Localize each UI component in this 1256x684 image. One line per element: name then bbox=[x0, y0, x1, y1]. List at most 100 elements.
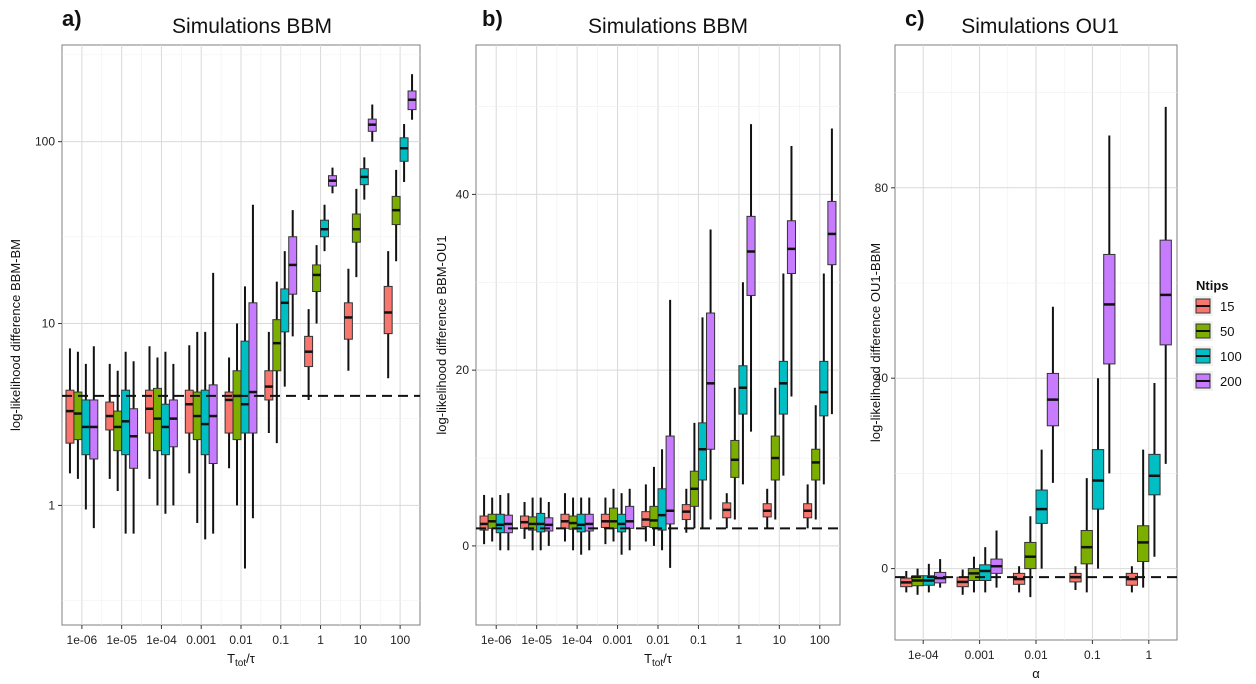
y-axis-label: log-likelihood difference BBM-OU1 bbox=[434, 235, 449, 434]
box-iqr bbox=[232, 370, 242, 441]
box-iqr bbox=[1103, 253, 1116, 365]
box-iqr bbox=[819, 360, 829, 417]
box-iqr bbox=[1159, 239, 1172, 346]
legend-label: 15 bbox=[1220, 299, 1234, 314]
x-tick-label: 10 bbox=[773, 633, 787, 647]
box-a-1-100 bbox=[320, 204, 330, 252]
x-tick-label: 1e-05 bbox=[521, 633, 552, 647]
y-tick-label: 0 bbox=[881, 562, 888, 576]
box-b-100-50 bbox=[811, 405, 821, 520]
y-tick-label: 40 bbox=[875, 371, 889, 385]
box-b-0.01-200 bbox=[665, 299, 675, 568]
box-c-0.01-50 bbox=[1024, 516, 1037, 598]
y-axis-label: log-likelihood difference BBM-BM bbox=[8, 239, 23, 431]
box-iqr bbox=[383, 285, 393, 335]
x-tick-label: 10 bbox=[354, 633, 368, 647]
box-a-1e-06-200 bbox=[89, 346, 99, 529]
x-axis-label: Ttot/τ bbox=[644, 651, 673, 669]
box-iqr bbox=[200, 389, 210, 456]
x-tick-label: 1e-05 bbox=[106, 633, 137, 647]
box-iqr bbox=[584, 513, 594, 532]
y-tick-label: 10 bbox=[42, 317, 56, 331]
box-iqr bbox=[160, 403, 170, 456]
box-a-100-200 bbox=[407, 74, 417, 120]
legend-item-15: 15 bbox=[1193, 296, 1234, 316]
x-tick-label: 1 bbox=[1145, 648, 1152, 662]
box-b-0.001-200 bbox=[625, 488, 635, 551]
box-b-1-50 bbox=[730, 387, 740, 520]
box-b-1e-04-200 bbox=[584, 497, 594, 551]
x-tick-label: 100 bbox=[810, 633, 830, 647]
box-iqr bbox=[73, 391, 83, 441]
box-b-0.1-50 bbox=[689, 422, 699, 529]
box-c-0.01-200 bbox=[1046, 306, 1060, 483]
box-a-100-50 bbox=[391, 169, 401, 262]
box-iqr bbox=[343, 302, 353, 340]
x-tick-label: 0.01 bbox=[646, 633, 670, 647]
box-b-1e-05-50 bbox=[528, 497, 538, 551]
legend-title: Ntips bbox=[1196, 278, 1229, 293]
box-b-1-15 bbox=[722, 493, 732, 529]
x-axis-label: Ttot/τ bbox=[227, 651, 256, 669]
legend: Ntips 15 50 100 200 bbox=[1193, 278, 1242, 391]
box-c-0.1-200 bbox=[1103, 135, 1116, 474]
box-a-0.001-200 bbox=[208, 272, 218, 534]
box-a-10-15 bbox=[343, 268, 353, 371]
box-iqr bbox=[625, 505, 635, 529]
legend-label: 50 bbox=[1220, 324, 1234, 339]
box-iqr bbox=[746, 215, 756, 296]
box-b-1e-04-15 bbox=[560, 493, 570, 542]
legend-item-100: 100 bbox=[1193, 346, 1242, 366]
x-tick-label: 0.001 bbox=[603, 633, 633, 647]
box-iqr bbox=[1035, 489, 1048, 524]
y-tick-label: 1 bbox=[48, 498, 55, 512]
box-iqr bbox=[657, 488, 667, 531]
panel-c: 0 40 80 1e-04 0.001 0.01 0.1 1 c) Simulations OU1… bbox=[868, 6, 1178, 681]
box-a-100-100 bbox=[399, 124, 409, 183]
box-c-1-50 bbox=[1137, 449, 1150, 588]
x-axis-label: α bbox=[1032, 666, 1040, 681]
legend-label: 200 bbox=[1220, 374, 1242, 389]
legend-item-200: 200 bbox=[1193, 371, 1242, 391]
box-b-100-100 bbox=[819, 273, 829, 485]
box-a-0.1-50 bbox=[272, 281, 282, 444]
box-a-0.001-15 bbox=[184, 345, 194, 474]
box-iqr bbox=[248, 302, 258, 434]
box-iqr bbox=[272, 319, 282, 372]
box-iqr bbox=[168, 399, 178, 448]
box-b-0.1-200 bbox=[706, 229, 716, 520]
box-a-0.01-200 bbox=[248, 204, 258, 519]
box-iqr bbox=[280, 288, 290, 333]
box-iqr bbox=[665, 435, 675, 525]
box-b-0.1-100 bbox=[697, 317, 708, 529]
x-tick-label: 1e-04 bbox=[146, 633, 177, 647]
box-c-1-100 bbox=[1148, 382, 1161, 557]
box-b-1-100 bbox=[738, 282, 748, 485]
panel-title: Simulations OU1 bbox=[961, 15, 1119, 38]
box-a-1e-05-15 bbox=[105, 363, 115, 479]
panel-letter: b) bbox=[482, 6, 503, 31]
box-c-1-200 bbox=[1159, 106, 1172, 464]
box-c-0.1-50 bbox=[1080, 478, 1093, 593]
box-iqr bbox=[811, 448, 821, 481]
box-iqr bbox=[129, 408, 139, 469]
panel-letter: c) bbox=[905, 6, 925, 31]
y-tick-label: 0 bbox=[462, 539, 469, 553]
panel-b: 0 20 40 1e-06 1e-05 1e-04 0.001 0.01 0.1 1 10 100 b)… bbox=[434, 6, 841, 669]
box-b-1e-05-200 bbox=[544, 501, 554, 546]
box-iqr bbox=[495, 513, 505, 534]
box-iqr bbox=[240, 340, 250, 434]
box-a-10-50 bbox=[351, 188, 361, 278]
x-tick-label: 0.1 bbox=[272, 633, 289, 647]
box-iqr bbox=[778, 360, 788, 415]
box-a-0.1-200 bbox=[288, 210, 298, 337]
box-a-1-200 bbox=[328, 167, 337, 194]
box-iqr bbox=[65, 389, 75, 444]
legend-item-50: 50 bbox=[1193, 321, 1234, 341]
panel-title: Simulations BBM bbox=[588, 15, 748, 38]
box-iqr bbox=[706, 312, 716, 450]
box-a-0.1-100 bbox=[280, 251, 290, 387]
box-b-10-200 bbox=[786, 146, 797, 397]
panel-title: Simulations BBM bbox=[172, 15, 332, 38]
box-a-1-15 bbox=[304, 309, 314, 400]
